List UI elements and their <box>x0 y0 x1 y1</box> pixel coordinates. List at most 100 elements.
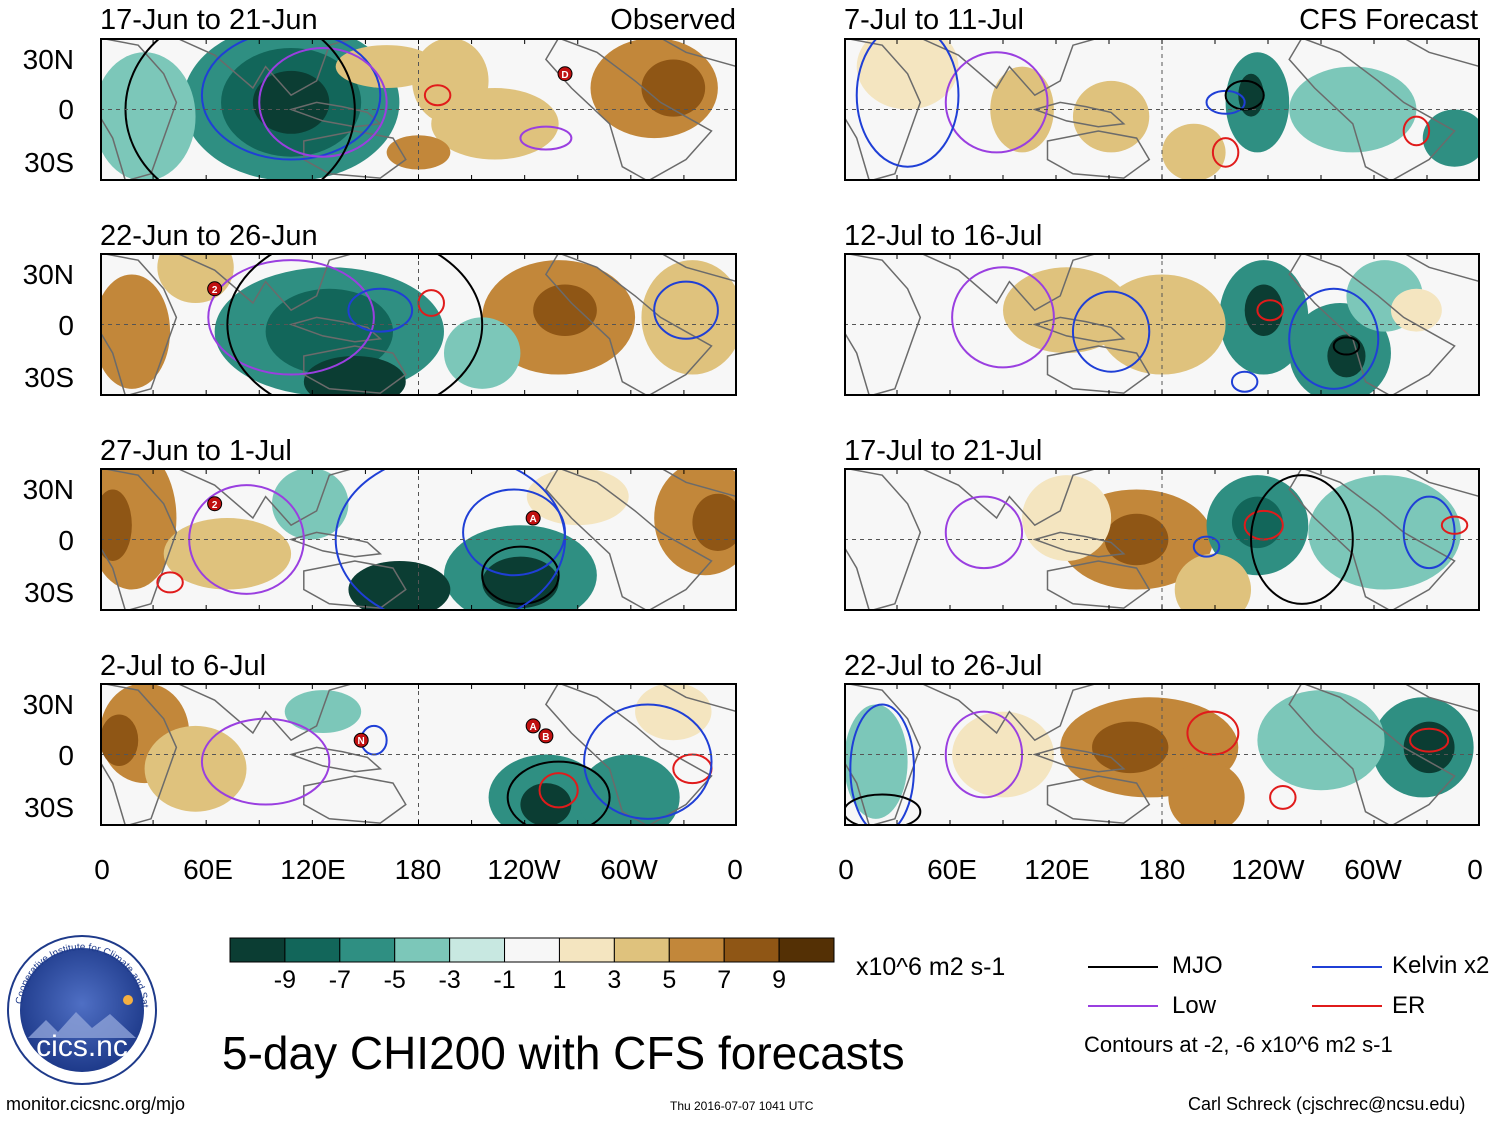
contour-line <box>1071 290 1151 373</box>
anomaly-region <box>100 489 132 561</box>
contour-line <box>200 717 331 806</box>
logo-text: cics.nc <box>36 1030 128 1063</box>
anomaly-region <box>1289 66 1417 153</box>
xlabel-60w: 60W <box>600 854 658 885</box>
coastline <box>176 683 356 742</box>
coastline <box>544 253 713 396</box>
anomaly-region <box>526 468 629 526</box>
anomaly-region <box>641 59 706 117</box>
contour-line <box>1211 137 1240 168</box>
storm-marker-label: A <box>530 722 537 733</box>
coastline <box>659 683 737 713</box>
colorbar-swatch <box>284 937 341 963</box>
colorbar-swatch <box>339 937 396 963</box>
contour-line <box>944 51 1049 154</box>
legend-er: ER <box>1392 992 1426 1019</box>
coastline <box>1032 531 1126 558</box>
anomaly-region <box>1308 475 1461 590</box>
legend-low: Low <box>1172 992 1217 1019</box>
ylabel-30s: 30S <box>24 147 74 178</box>
coastline <box>303 560 407 609</box>
coastline <box>919 38 1099 97</box>
contour-line <box>849 703 915 826</box>
anomaly-region <box>1327 334 1366 378</box>
map-panel-obs-1: D <box>100 38 737 181</box>
colorbar-tick: -7 <box>328 966 351 994</box>
xlabel-60e: 60E <box>927 854 977 885</box>
anomaly-region <box>163 518 292 590</box>
coastline <box>1402 253 1480 283</box>
xlabel-0: 0 <box>838 854 854 885</box>
xlabel-120w: 120W <box>1231 854 1305 885</box>
colorbar-tick: 5 <box>662 966 677 994</box>
contour-line <box>944 495 1024 570</box>
footer-url[interactable]: monitor.cicsnc.org/mjo <box>6 1094 186 1114</box>
anomaly-region <box>1022 475 1112 561</box>
storm-marker-label: B <box>542 732 549 743</box>
coastline <box>1046 775 1151 824</box>
ylabel-0: 0 <box>58 310 74 341</box>
anomaly-region <box>252 70 330 134</box>
anomaly-region <box>100 274 171 389</box>
colorbar-swatch <box>723 937 780 963</box>
contour-line <box>519 125 573 151</box>
coastline <box>1032 316 1126 343</box>
xlabel-60w: 60W <box>1344 854 1402 885</box>
coastline <box>303 130 407 179</box>
xlabel-0: 0 <box>94 854 110 885</box>
coastline <box>1402 683 1480 713</box>
anomaly-region <box>1403 721 1455 774</box>
anomaly-region <box>265 288 394 375</box>
coastline <box>1288 253 1456 396</box>
coastline <box>303 775 407 824</box>
contour-line <box>583 703 713 820</box>
anomaly-region <box>271 468 349 540</box>
coastline <box>919 468 1099 527</box>
coastline <box>100 38 178 181</box>
contour-line <box>951 266 1055 369</box>
cfs-forecast-label: CFS Forecast <box>1299 4 1478 36</box>
ylabel-0: 0 <box>58 94 74 125</box>
coastline <box>919 683 1099 742</box>
coastline <box>1402 38 1480 68</box>
colorbar-tick: 3 <box>607 966 622 994</box>
contour-line <box>226 253 484 396</box>
coastline <box>544 38 713 181</box>
panel-title-obs-2: 22-Jun to 26-Jun <box>100 220 318 252</box>
footer-author: Carl Schreck (cjschrec@ncsu.edu) <box>1188 1094 1466 1114</box>
coastline <box>1288 468 1456 611</box>
anomaly-region <box>1098 274 1226 375</box>
colorbar-tick: 1 <box>552 966 567 994</box>
legend-line-kelvin <box>1312 966 1382 968</box>
colorbar-swatch <box>613 937 670 963</box>
anomaly-region <box>1072 80 1150 153</box>
coastline <box>1046 130 1151 179</box>
contour-line <box>538 772 579 809</box>
coastline <box>1046 560 1151 609</box>
contour-line <box>844 793 922 826</box>
xlabel-120e: 120E <box>1024 854 1090 885</box>
contour-line <box>347 287 414 333</box>
colorbar-swatch <box>394 937 451 963</box>
panel-title-obs-4: 2-Jul to 6-Jul <box>100 650 267 682</box>
contour-line <box>1288 287 1380 390</box>
map-panel-fc-4 <box>844 683 1480 826</box>
contour-line <box>855 38 960 168</box>
contour-line <box>258 47 388 158</box>
storm-marker <box>557 66 573 82</box>
map-panel-obs-3: 2A <box>100 468 737 611</box>
coastline <box>919 253 1099 312</box>
coastline <box>1402 468 1480 498</box>
anomaly-region <box>1174 553 1252 611</box>
contour-line <box>506 760 611 826</box>
xlabel-180: 180 <box>394 854 442 885</box>
storm-marker <box>207 281 223 297</box>
ylabel-30s: 30S <box>24 362 74 393</box>
contour-line <box>1256 299 1284 322</box>
coastline <box>659 468 737 498</box>
xlabel-120e: 120E <box>280 854 346 885</box>
legend-line-er <box>1312 1005 1382 1007</box>
colorbar-tick: -9 <box>273 966 297 994</box>
anomaly-region <box>443 317 521 389</box>
coastline <box>659 38 737 68</box>
